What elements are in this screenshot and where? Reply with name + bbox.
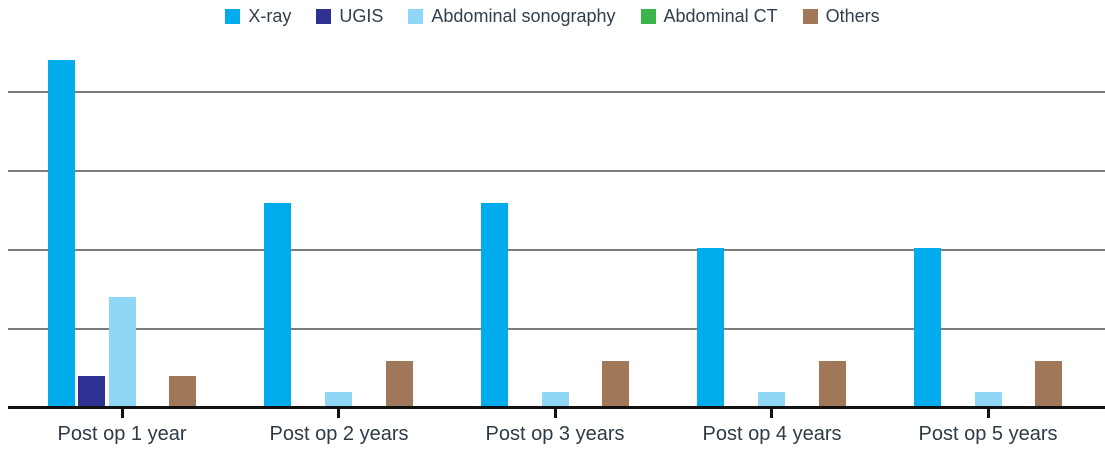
y-gridline [8, 249, 1105, 251]
x-axis-tick [121, 409, 124, 418]
x-axis-tick [770, 409, 773, 418]
chart-legend: X-ray UGIS Abdominal sonography Abdominal C… [0, 2, 1105, 30]
bar-others [386, 361, 413, 406]
square-swatch-icon [316, 8, 332, 24]
legend-item: Abdominal sonography [408, 6, 616, 26]
legend-label: Abdominal CT [663, 6, 778, 26]
legend-label: Others [825, 6, 880, 26]
x-axis-tick [337, 409, 340, 418]
bar-abdominal-sonography [542, 392, 569, 406]
y-gridline [8, 91, 1105, 93]
square-swatch-icon [640, 8, 656, 24]
y-gridline [8, 328, 1105, 330]
legend-label: UGIS [339, 6, 384, 26]
category-label: Post op 4 years [702, 423, 842, 445]
bar-x-ray [48, 60, 75, 406]
legend-label: Abdominal sonography [431, 6, 616, 26]
bar-x-ray [264, 203, 291, 406]
legend-item: Abdominal CT [640, 6, 778, 26]
bar-others [169, 376, 196, 406]
bar-ugis [78, 376, 105, 406]
bar-x-ray [914, 248, 941, 406]
bar-abdominal-sonography [975, 392, 1002, 406]
x-axis-line [8, 406, 1105, 409]
bar-others [1035, 361, 1062, 406]
bar-abdominal-sonography [325, 392, 352, 406]
category-label: Post op 2 years [269, 423, 409, 445]
bar-x-ray [481, 203, 508, 406]
x-axis-tick [554, 409, 557, 418]
x-axis-tick [987, 409, 990, 418]
y-gridline [8, 170, 1105, 172]
legend-item: UGIS [316, 7, 383, 25]
legend-item: X-ray [225, 7, 291, 25]
category-label: Post op 3 years [485, 423, 625, 445]
legend-item: Others [802, 6, 880, 26]
square-swatch-icon [802, 8, 818, 24]
bar-x-ray [697, 248, 724, 406]
legend-label: X-ray [248, 6, 292, 26]
bar-others [602, 361, 629, 406]
bar-others [819, 361, 846, 406]
category-label: Post op 5 years [918, 423, 1058, 445]
category-label: Post op 1 year [57, 423, 187, 445]
bar-abdominal-sonography [109, 297, 136, 406]
bar-abdominal-sonography [758, 392, 785, 406]
square-swatch-icon [225, 8, 241, 24]
square-swatch-icon [408, 8, 424, 24]
